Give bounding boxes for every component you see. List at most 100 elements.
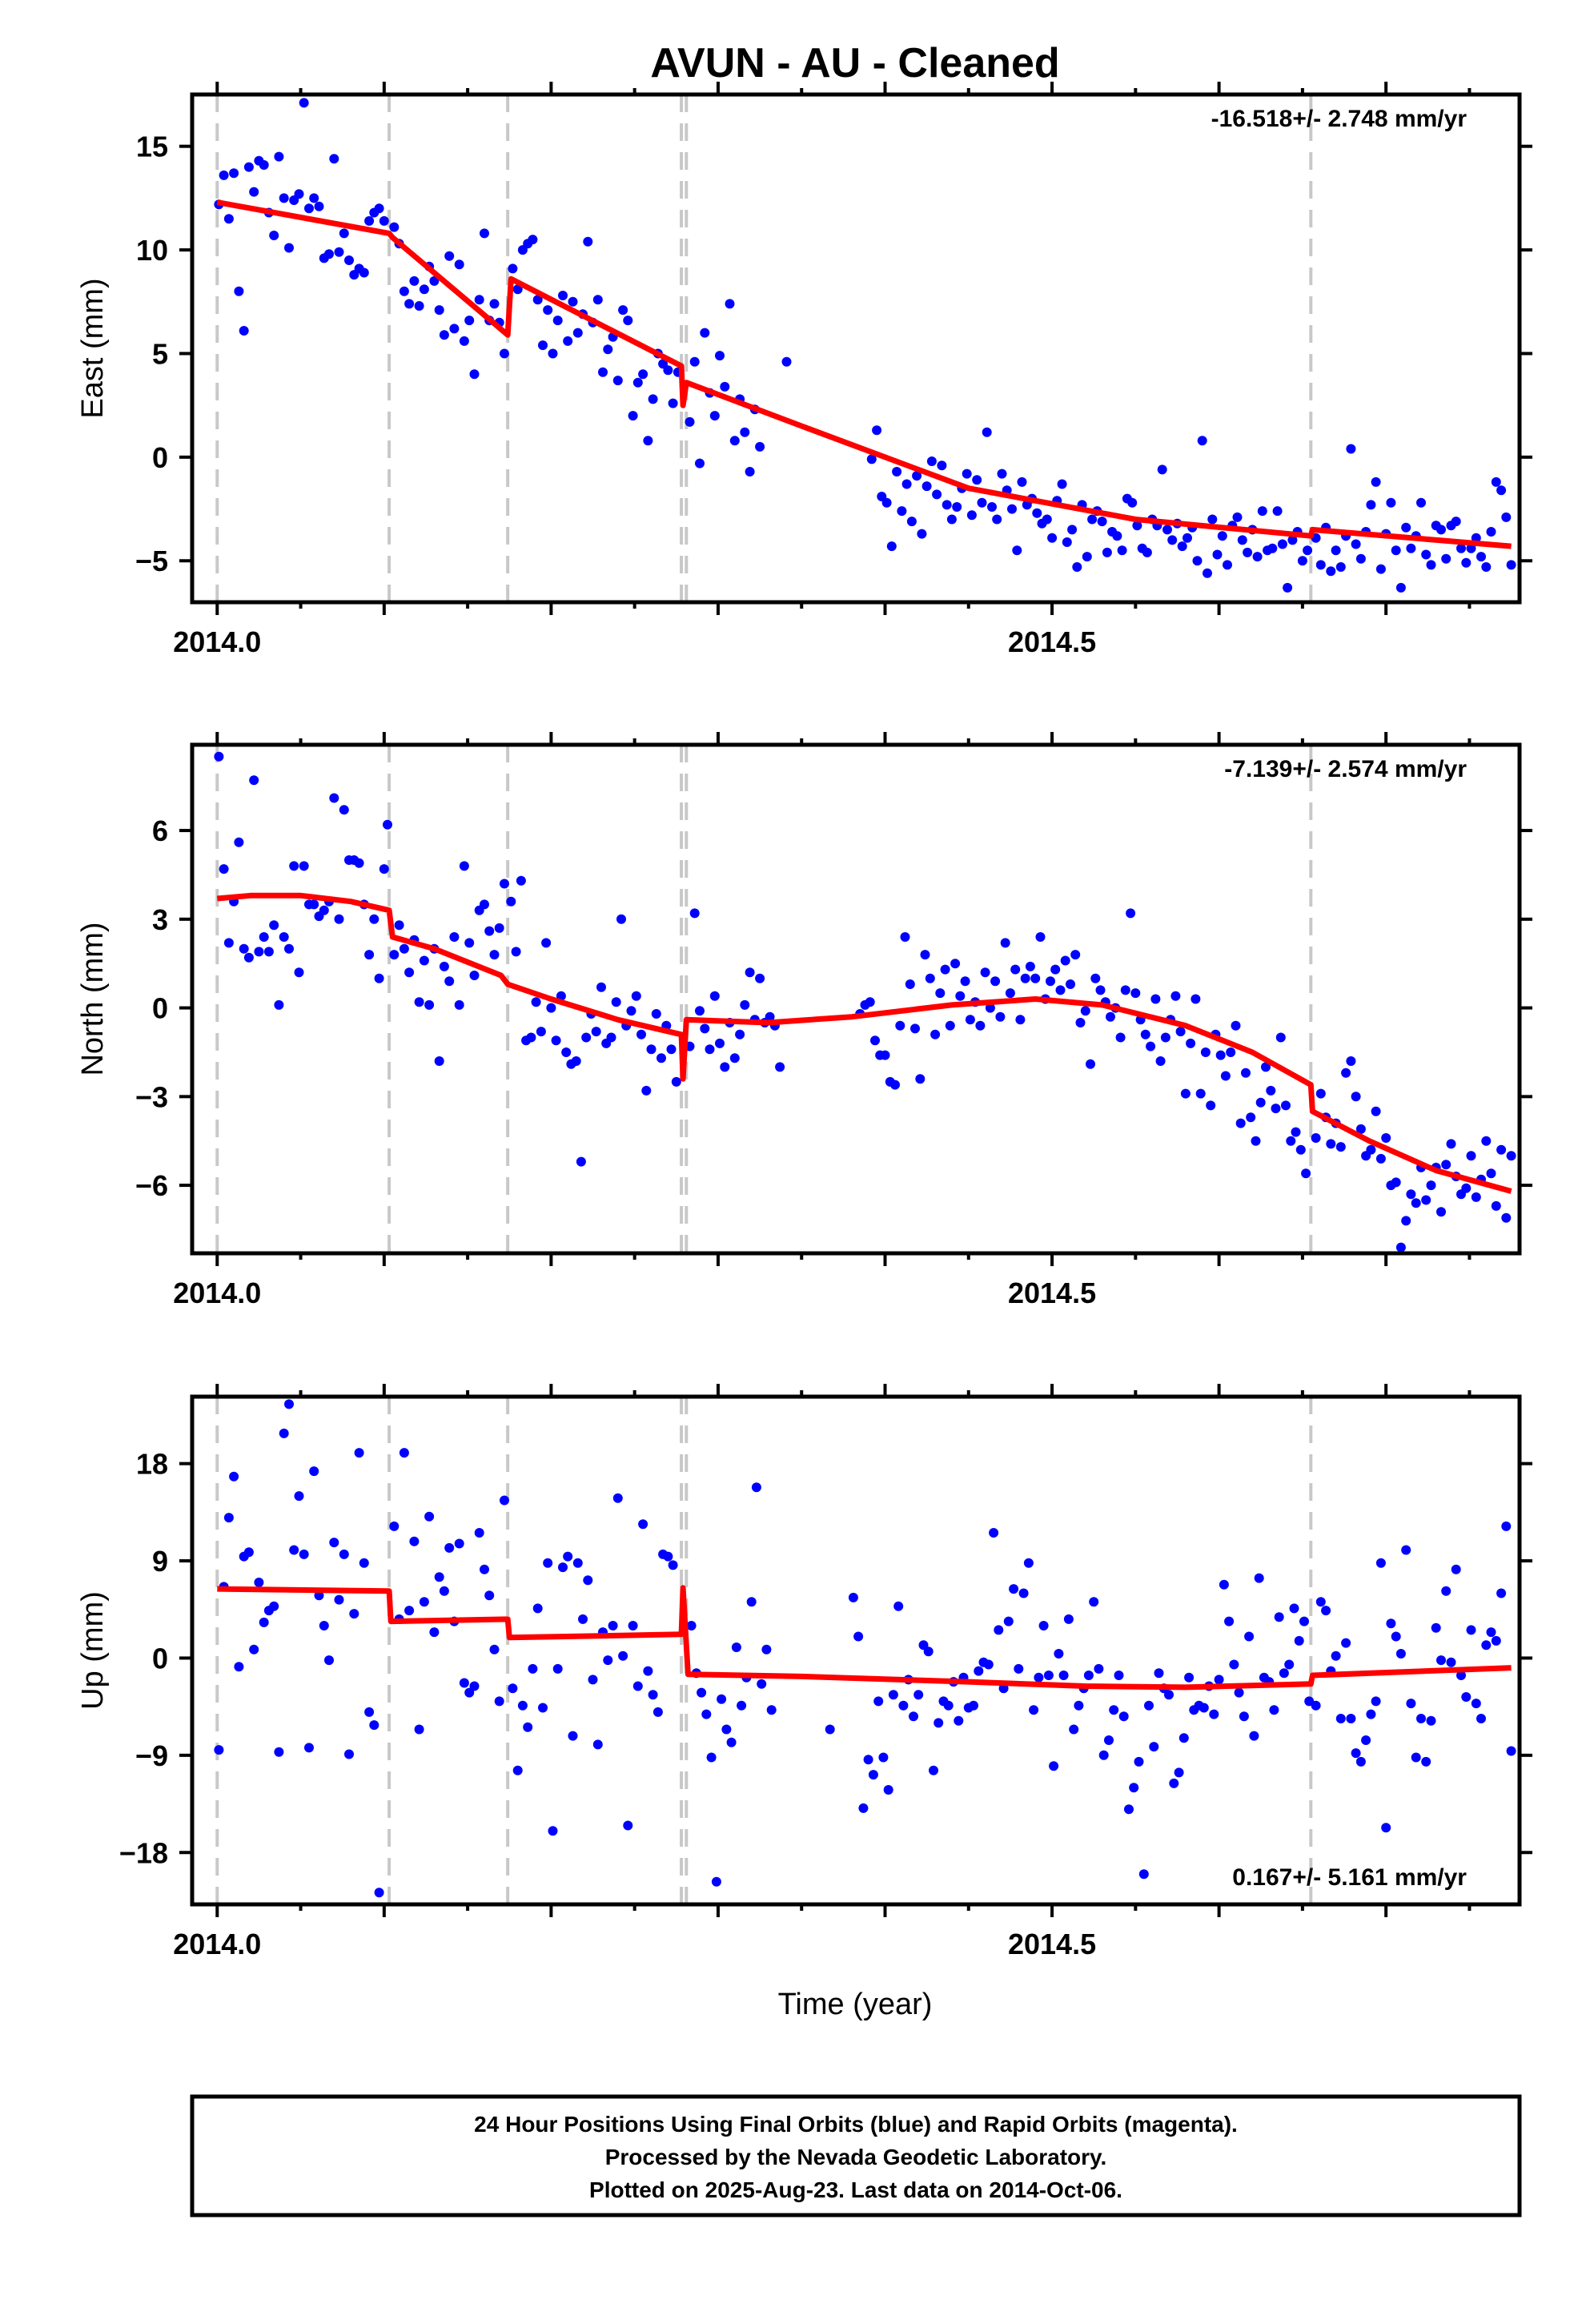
data-point — [1375, 1558, 1386, 1568]
data-point — [1271, 1104, 1281, 1114]
footer-line-3: Plotted on 2025-Aug-23. Last data on 201… — [589, 2177, 1122, 2202]
data-point — [1060, 955, 1070, 966]
data-point — [489, 950, 500, 960]
data-point — [459, 1678, 469, 1688]
data-point — [464, 938, 475, 948]
y-tick-label: −3 — [135, 1080, 168, 1113]
data-point — [1046, 976, 1055, 987]
data-point — [429, 1627, 440, 1638]
data-point — [901, 479, 912, 489]
data-point — [1112, 531, 1122, 541]
data-point — [1072, 562, 1082, 572]
data-point — [1401, 1545, 1411, 1555]
data-point — [886, 541, 897, 552]
y-tick-label: −18 — [119, 1836, 168, 1869]
data-point — [1032, 508, 1042, 518]
data-point — [1104, 1735, 1114, 1745]
data-point — [511, 947, 521, 957]
data-point — [512, 1765, 523, 1775]
data-point — [239, 943, 249, 954]
data-point — [1456, 543, 1466, 553]
data-point — [334, 1594, 344, 1605]
data-point — [1346, 444, 1356, 454]
data-point — [1375, 564, 1386, 574]
data-point — [946, 514, 957, 525]
data-point — [304, 203, 314, 214]
data-point — [1169, 1778, 1179, 1788]
data-point — [1416, 1714, 1426, 1723]
data-point — [1461, 557, 1472, 568]
data-point — [1411, 1752, 1421, 1763]
data-point — [1232, 512, 1243, 522]
data-point — [1083, 1671, 1094, 1680]
data-point — [960, 976, 970, 987]
x-axis-label: Time (year) — [778, 1988, 933, 2021]
data-point — [419, 955, 429, 966]
data-point — [284, 243, 294, 253]
data-point — [576, 1156, 586, 1167]
data-point — [997, 468, 1007, 479]
data-point — [689, 908, 700, 919]
data-point — [444, 1542, 455, 1553]
rate-annotation-east: -16.518+/- 2.748 mm/yr — [1211, 106, 1468, 132]
data-point — [930, 1029, 941, 1039]
data-point — [1140, 1029, 1150, 1039]
data-point — [598, 367, 608, 377]
data-point — [389, 222, 400, 232]
data-point — [969, 1700, 978, 1711]
data-point — [1094, 1663, 1104, 1674]
data-point — [223, 1513, 234, 1523]
data-point — [737, 1700, 747, 1711]
panel-east: −5 0 5 10 15 2014.0 2014.5 East (mm) -16.518+/- … — [76, 82, 1532, 658]
data-point — [1109, 1705, 1119, 1715]
data-point — [374, 1888, 384, 1898]
data-point — [1162, 525, 1172, 535]
data-point — [878, 1752, 889, 1763]
data-point — [1466, 1625, 1476, 1635]
data-point — [726, 1737, 737, 1747]
data-point — [937, 460, 947, 471]
data-point — [1038, 1621, 1049, 1630]
data-point — [1012, 545, 1022, 556]
data-point — [721, 1724, 732, 1735]
data-point — [1421, 1195, 1431, 1205]
data-point — [404, 967, 415, 978]
data-point — [489, 1644, 500, 1655]
data-point — [1180, 1088, 1191, 1099]
data-point — [1235, 1118, 1246, 1128]
data-point — [1391, 1177, 1401, 1188]
data-point — [1355, 553, 1366, 564]
data-point — [1275, 1032, 1286, 1043]
y-axis-label-north: North (mm) — [76, 922, 110, 1076]
data-point — [1456, 1671, 1466, 1680]
data-point — [1126, 908, 1136, 919]
data-point — [990, 976, 1001, 987]
data-point — [528, 235, 538, 245]
data-point — [611, 997, 621, 1007]
data-point — [1481, 562, 1492, 572]
panel-up: −18 −9 0 9 18 2014.0 2014.5 Up (mm) 0.167+/- 5.1… — [76, 1384, 1532, 1960]
data-point — [1257, 506, 1267, 517]
data-point — [697, 1687, 707, 1698]
data-point — [1098, 1750, 1109, 1760]
data-point — [1501, 1521, 1512, 1531]
data-point — [1441, 1160, 1452, 1170]
data-point — [952, 502, 962, 512]
data-point — [983, 1659, 994, 1670]
data-point — [1144, 1700, 1154, 1711]
data-point — [259, 1617, 269, 1627]
data-point — [618, 1651, 628, 1661]
data-point — [618, 305, 628, 316]
data-point — [1431, 1622, 1441, 1633]
data-point — [1070, 950, 1081, 960]
data-point — [1311, 1700, 1321, 1711]
data-point — [1421, 1756, 1431, 1767]
data-point — [334, 914, 344, 924]
data-point — [531, 997, 541, 1007]
data-point — [1501, 512, 1512, 522]
data-point — [1251, 1136, 1261, 1146]
data-point — [546, 1003, 556, 1013]
data-point — [404, 1606, 415, 1616]
data-point — [229, 168, 239, 179]
data-point — [1295, 1144, 1306, 1155]
